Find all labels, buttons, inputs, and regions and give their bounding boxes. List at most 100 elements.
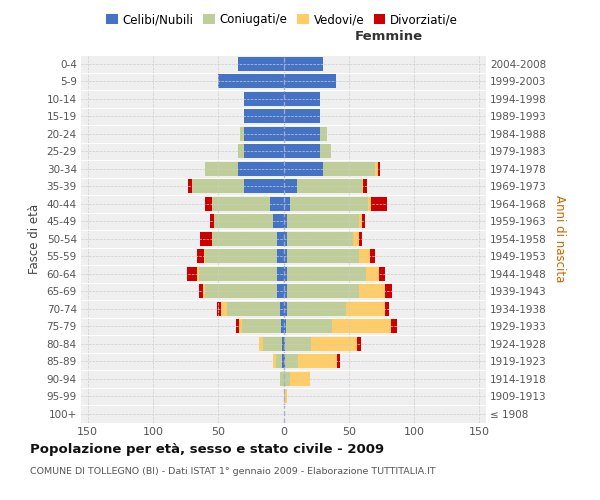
Bar [284,232,287,246]
Bar [275,354,282,368]
Bar [244,109,284,124]
Bar [323,162,375,176]
Bar [287,284,359,298]
Bar [379,266,385,281]
Bar [284,144,320,158]
Bar [241,126,244,141]
Bar [366,266,379,281]
Bar [217,302,221,316]
Bar [284,109,320,124]
Bar [337,354,340,368]
Bar [284,179,296,194]
Bar [203,284,205,298]
Bar [238,56,284,71]
Bar [277,284,284,298]
Bar [296,179,362,194]
Bar [284,302,287,316]
Bar [286,319,332,334]
Text: COMUNE DI TOLLEGNO (BI) - Dati ISTAT 1° gennaio 2009 - Elaborazione TUTTITALIA.I: COMUNE DI TOLLEGNO (BI) - Dati ISTAT 1° … [30,468,436,476]
Bar [273,354,275,368]
Bar [212,232,277,246]
Bar [199,284,203,298]
Bar [277,266,284,281]
Bar [359,249,370,264]
Bar [244,179,284,194]
Bar [204,249,205,264]
Bar [290,196,368,211]
Bar [391,319,397,334]
Bar [284,266,287,281]
Bar [263,336,282,351]
Bar [242,319,281,334]
Bar [227,302,280,316]
Bar [284,389,285,404]
Bar [236,319,239,334]
Bar [287,232,353,246]
Bar [363,179,367,194]
Bar [218,74,284,88]
Bar [212,196,271,211]
Bar [281,319,284,334]
Bar [282,354,284,368]
Bar [280,372,284,386]
Bar [287,302,346,316]
Legend: Celibi/Nubili, Coniugati/e, Vedovi/e, Divorziati/e: Celibi/Nubili, Coniugati/e, Vedovi/e, Di… [101,8,463,31]
Bar [285,354,298,368]
Bar [362,214,365,228]
Bar [285,389,287,404]
Bar [211,214,214,228]
Bar [277,249,284,264]
Bar [371,196,387,211]
Bar [285,336,311,351]
Bar [385,284,392,298]
Bar [221,302,227,316]
Bar [271,196,284,211]
Y-axis label: Fasce di età: Fasce di età [28,204,41,274]
Bar [259,336,263,351]
Bar [205,196,212,211]
Text: Popolazione per età, sesso e stato civile - 2009: Popolazione per età, sesso e stato civil… [30,442,384,456]
Bar [359,284,385,298]
Bar [205,284,277,298]
Bar [287,214,359,228]
Bar [244,126,284,141]
Bar [356,336,361,351]
Bar [192,179,244,194]
Bar [353,232,359,246]
Bar [239,319,242,334]
Bar [284,162,323,176]
Bar [277,232,284,246]
Bar [197,249,204,264]
Bar [385,302,389,316]
Bar [214,214,273,228]
Bar [205,249,277,264]
Bar [284,196,290,211]
Bar [320,144,331,158]
Bar [238,144,244,158]
Bar [284,249,287,264]
Bar [359,232,362,246]
Bar [284,126,320,141]
Bar [284,319,286,334]
Bar [290,372,310,386]
Bar [284,74,336,88]
Bar [284,336,285,351]
Bar [200,232,212,246]
Bar [359,214,362,228]
Bar [282,336,284,351]
Bar [244,92,284,106]
Bar [377,162,380,176]
Bar [199,266,277,281]
Bar [370,249,375,264]
Bar [298,354,337,368]
Text: Femmine: Femmine [355,30,423,43]
Bar [238,162,284,176]
Bar [368,196,371,211]
Bar [287,249,359,264]
Bar [284,372,290,386]
Bar [280,302,284,316]
Bar [284,56,323,71]
Bar [284,284,287,298]
Y-axis label: Anni di nascita: Anni di nascita [553,195,566,282]
Bar [320,126,326,141]
